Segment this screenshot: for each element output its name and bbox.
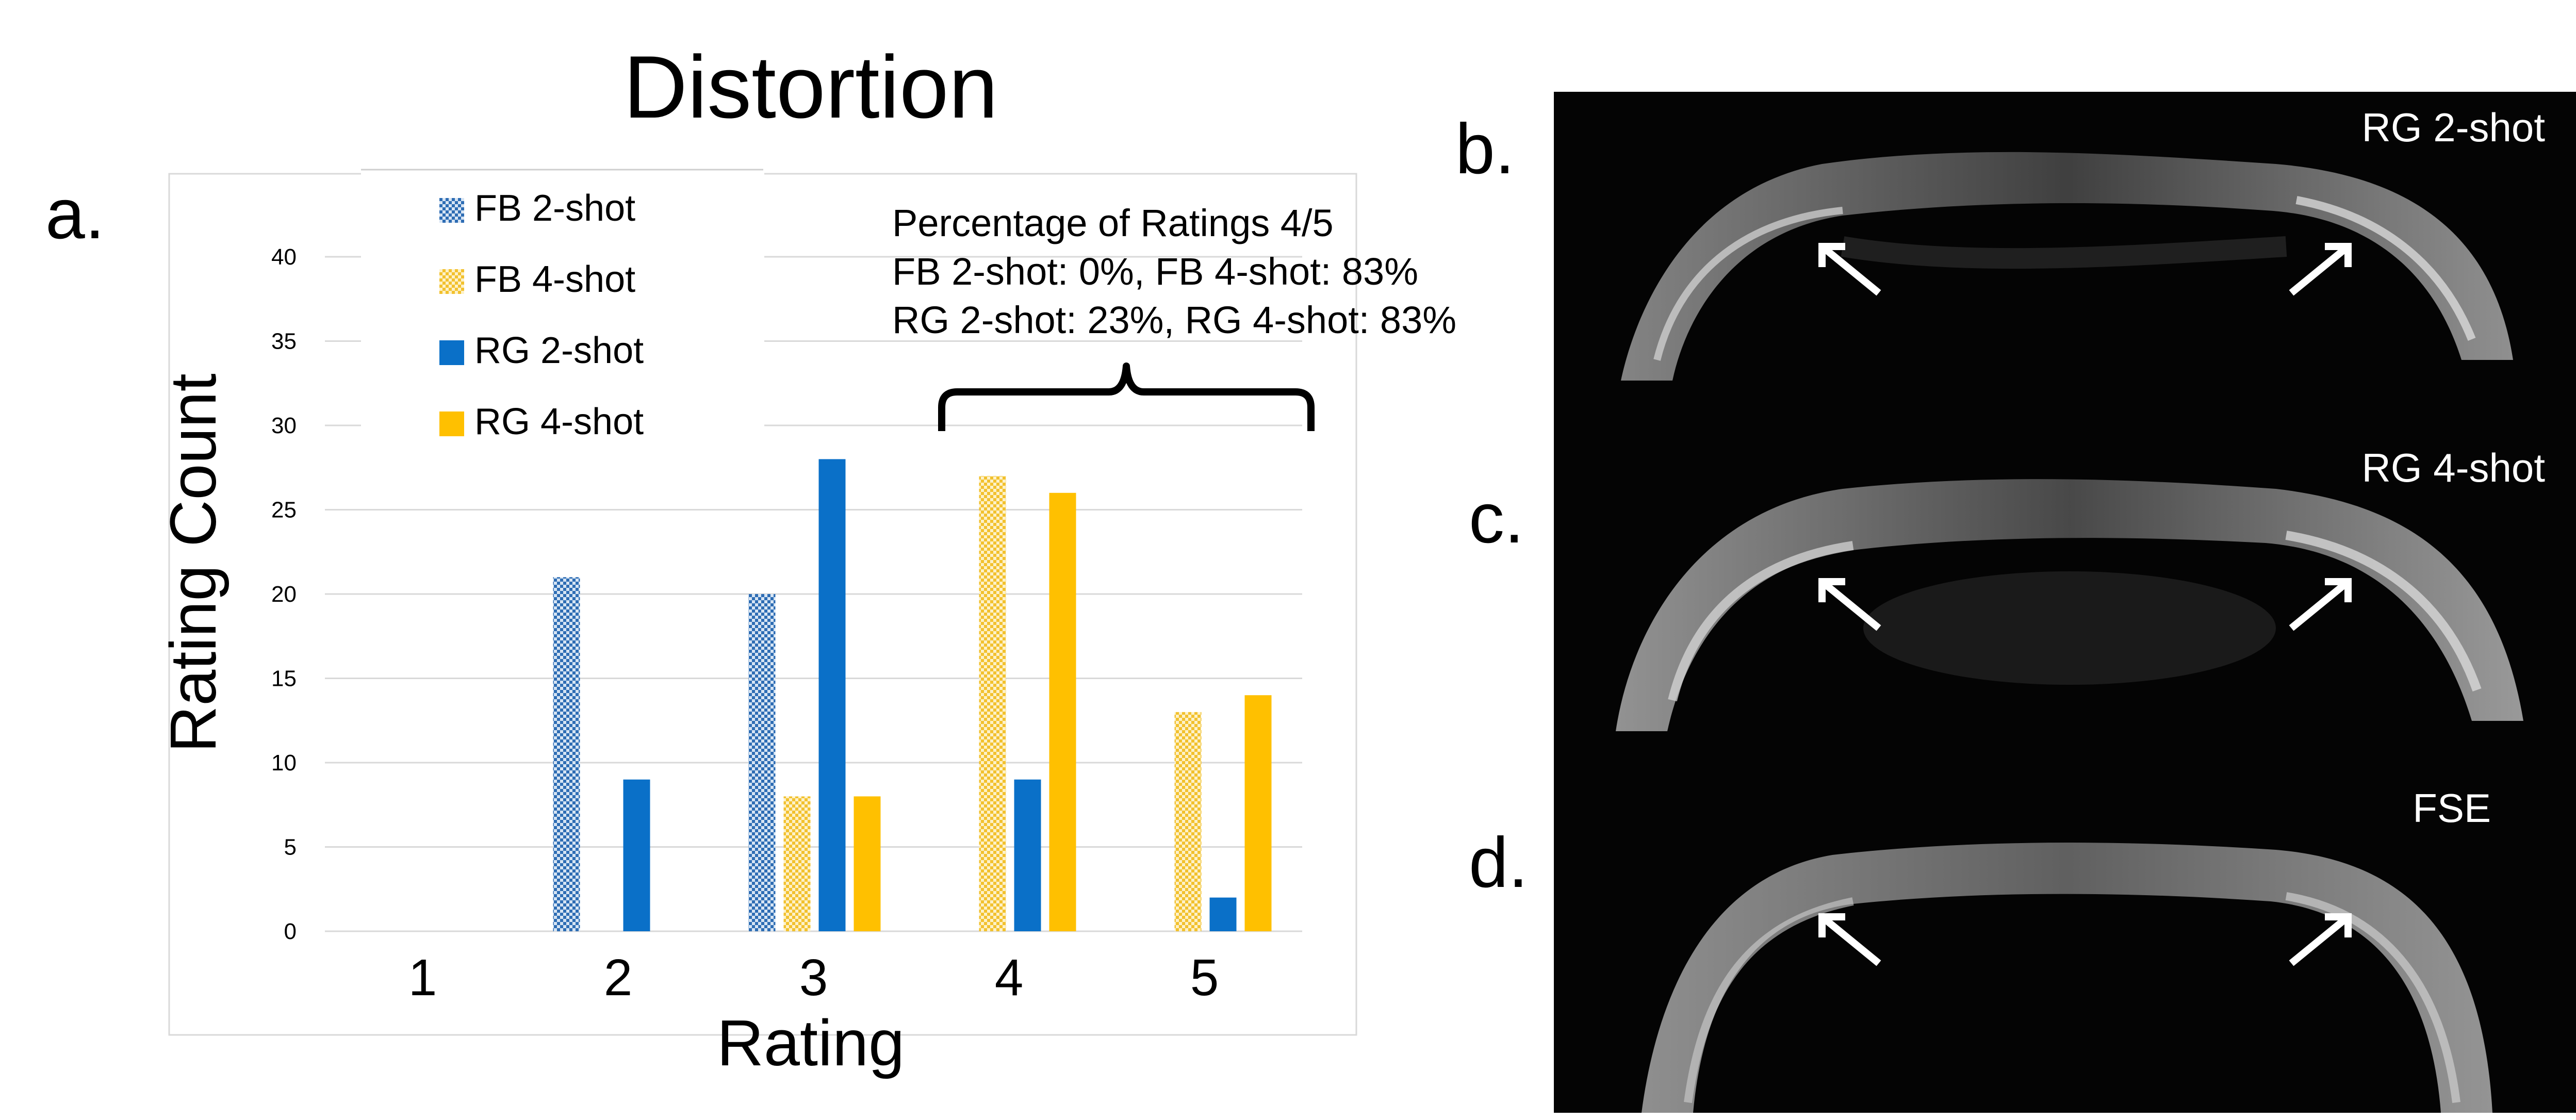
panel-label-a: a.	[45, 174, 105, 254]
legend-box	[361, 168, 764, 446]
annotation-line-3: RG 2-shot: 23%, RG 4-shot: 83%	[892, 299, 1456, 341]
bar-rg-4-shot-rating-4	[1049, 492, 1076, 931]
y-tick-label: 10	[271, 750, 297, 776]
arrow-left	[1819, 914, 1881, 966]
legend: FB 2-shot FB 4-shot RG 2-shot RG 4-shot	[361, 168, 764, 446]
arrow-left	[1819, 243, 1881, 296]
bar-rg-2-shot-rating-4	[1014, 779, 1041, 931]
mri-panel-rg-2-shot: RG 2-shot	[1554, 92, 2576, 432]
legend-label-rg-2-shot: RG 2-shot	[474, 330, 644, 371]
arrow-right	[2289, 579, 2351, 631]
bar-fb-4-shot-rating-4	[979, 476, 1006, 931]
bar-rg-4-shot-rating-5	[1244, 695, 1272, 931]
image-title-rg-2-shot: RG 2-shot	[2361, 105, 2545, 150]
y-tick-label: 20	[271, 582, 297, 607]
y-tick-label: 40	[271, 244, 297, 270]
image-title-rg-4-shot: RG 4-shot	[2361, 445, 2545, 490]
mri-panel-rg-4-shot: RG 4-shot	[1554, 432, 2576, 772]
y-tick-label: 25	[271, 498, 297, 523]
arrow-left	[1819, 579, 1881, 631]
bars	[553, 459, 1272, 931]
bar-fb-2-shot-rating-3	[748, 594, 776, 931]
bar-fb-2-shot-rating-2	[553, 577, 580, 931]
y-tick-label: 0	[284, 919, 297, 944]
annotation-line-2: FB 2-shot: 0%, FB 4-shot: 83%	[892, 250, 1418, 293]
legend-swatch-fb-2-shot	[439, 198, 464, 223]
y-tick-label: 35	[271, 329, 297, 354]
image-title-fse: FSE	[2413, 785, 2491, 831]
x-tick-label: 4	[995, 949, 1024, 1007]
x-tick-label: 1	[408, 949, 437, 1007]
mri-panel-fse: FSE	[1554, 772, 2576, 1113]
legend-swatch-rg-4-shot	[439, 411, 464, 436]
bar-rg-2-shot-rating-2	[623, 779, 650, 931]
mri-image-fse	[1642, 843, 2492, 1113]
x-tick-label: 3	[799, 949, 828, 1007]
bar-fb-4-shot-rating-5	[1174, 712, 1202, 931]
x-tick-label: 2	[604, 949, 633, 1007]
percentage-annotation: Percentage of Ratings 4/5 FB 2-shot: 0%,…	[892, 202, 1456, 431]
x-tick-label: 5	[1190, 949, 1219, 1007]
bar-rg-4-shot-rating-3	[854, 796, 881, 931]
bar-chart: 0 5 10 15 20 25 30 35 40 1 2 3 4 5 Distortion a. Rat…	[45, 38, 1456, 1079]
mri-image-rg-4-shot	[1616, 479, 2523, 731]
y-tick-labels: 0 5 10 15 20 25 30 35 40	[271, 244, 297, 944]
x-axis-label: Rating	[717, 1007, 905, 1079]
bar-rg-2-shot-rating-3	[818, 459, 846, 931]
legend-label-rg-4-shot: RG 4-shot	[474, 401, 644, 442]
arrow-right	[2289, 243, 2351, 296]
x-tick-labels: 1 2 3 4 5	[408, 949, 1219, 1007]
annotation-line-1: Percentage of Ratings 4/5	[892, 202, 1334, 244]
y-tick-label: 30	[271, 413, 297, 438]
y-tick-label: 15	[271, 666, 297, 691]
legend-swatch-fb-4-shot	[439, 269, 464, 294]
chart-title: Distortion	[624, 38, 998, 137]
mri-image-rg-2-shot	[1621, 152, 2513, 381]
bar-rg-2-shot-rating-5	[1209, 897, 1237, 931]
y-tick-label: 5	[284, 835, 297, 860]
legend-label-fb-2-shot: FB 2-shot	[474, 188, 635, 229]
arrow-right	[2289, 914, 2351, 966]
bar-fb-4-shot-rating-3	[783, 796, 811, 931]
y-axis-label: Rating Count	[157, 373, 229, 752]
legend-swatch-rg-2-shot	[439, 340, 464, 365]
curly-brace	[938, 363, 1315, 431]
legend-label-fb-4-shot: FB 4-shot	[474, 259, 635, 300]
